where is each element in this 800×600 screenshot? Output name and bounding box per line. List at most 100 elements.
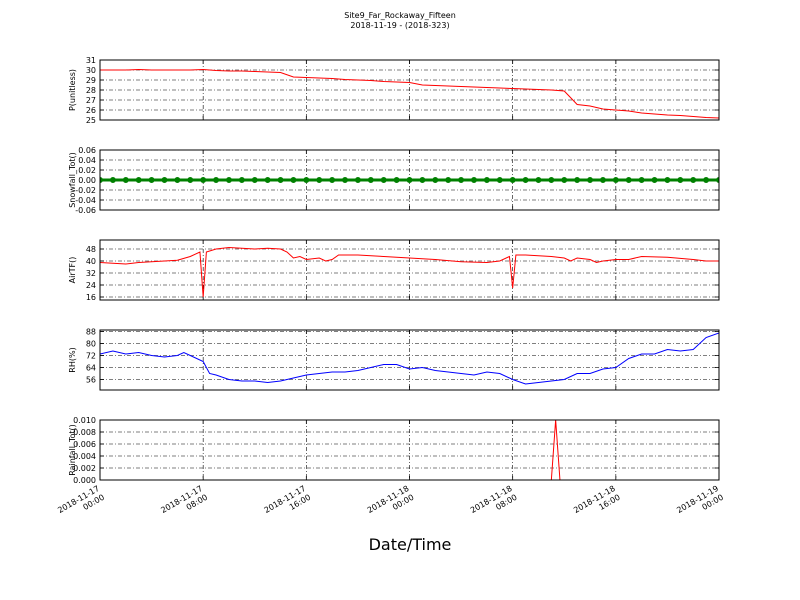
y-tick-label: 0.04 <box>78 156 96 165</box>
data-point <box>109 177 116 183</box>
plot-area <box>100 332 719 385</box>
data-point <box>148 177 155 183</box>
data-point <box>251 177 258 183</box>
data-point <box>406 177 413 183</box>
data-point <box>432 177 439 183</box>
data-point <box>703 177 710 183</box>
figure-title: Site9_Far_Rockaway_Fifteen <box>344 11 456 20</box>
plot-area <box>100 246 719 298</box>
y-axis-label: Rainfall_Tot() <box>68 424 77 476</box>
data-point <box>470 177 477 183</box>
plot-area <box>100 68 719 119</box>
data-point <box>419 177 426 183</box>
y-axis-label: Snowfall_Tot() <box>68 152 77 208</box>
data-point <box>174 177 181 183</box>
y-tick-label: 31 <box>86 56 96 65</box>
data-point <box>367 177 374 183</box>
data-point <box>587 177 594 183</box>
x-axis-label: Date/Time <box>369 535 452 554</box>
y-tick-label: 88 <box>86 328 96 337</box>
y-tick-label: 64 <box>86 364 96 373</box>
data-point <box>135 177 142 183</box>
data-point <box>574 177 581 183</box>
data-point <box>445 177 452 183</box>
y-axis-label: P(unitless) <box>68 69 77 111</box>
data-line <box>100 246 719 298</box>
y-tick-label: 48 <box>86 245 96 254</box>
data-point <box>187 177 194 183</box>
data-point <box>638 177 645 183</box>
data-point <box>458 177 465 183</box>
data-point <box>677 177 684 183</box>
y-tick-label: 27 <box>86 96 96 105</box>
data-point <box>612 177 619 183</box>
y-tick-label: 72 <box>86 352 96 361</box>
data-point <box>354 177 361 183</box>
data-point <box>496 177 503 183</box>
axes-frame <box>99 239 720 301</box>
data-point <box>225 177 232 183</box>
data-point <box>548 177 555 183</box>
figure-subtitle: 2018-11-19 - (2018-323) <box>350 21 449 30</box>
y-tick-label: -0.02 <box>75 186 96 195</box>
data-point <box>290 177 297 183</box>
y-axis-label: AirTF() <box>68 257 77 284</box>
y-tick-label: 26 <box>86 106 96 115</box>
y-tick-label: 28 <box>86 86 96 95</box>
data-point <box>561 177 568 183</box>
axes-frame <box>99 59 720 121</box>
data-point <box>342 177 349 183</box>
y-tick-label: 30 <box>86 66 96 75</box>
data-point <box>522 177 529 183</box>
y-tick-label: 0.02 <box>78 166 96 175</box>
data-point <box>213 177 220 183</box>
data-point <box>625 177 632 183</box>
data-line <box>100 332 719 385</box>
y-tick-label: -0.04 <box>75 196 96 205</box>
plot-area <box>100 177 719 183</box>
data-point <box>329 177 336 183</box>
y-tick-label: 0.006 <box>73 440 96 449</box>
y-tick-label: 40 <box>86 257 96 266</box>
axes-frame <box>99 149 720 211</box>
y-tick-label: 80 <box>86 340 96 349</box>
y-tick-label: 0.008 <box>73 428 96 437</box>
y-tick-label: 0.002 <box>73 464 96 473</box>
data-point <box>277 177 284 183</box>
axes-frame <box>99 329 720 391</box>
y-tick-label: 25 <box>86 116 96 125</box>
data-point <box>483 177 490 183</box>
y-tick-label: 0.00 <box>78 176 96 185</box>
data-point <box>535 177 542 183</box>
data-point <box>303 177 310 183</box>
data-point <box>264 177 271 183</box>
data-point <box>664 177 671 183</box>
data-point <box>161 177 168 183</box>
data-point <box>100 177 103 183</box>
y-tick-label: -0.06 <box>75 206 96 215</box>
y-tick-label: 32 <box>86 269 96 278</box>
data-point <box>200 177 207 183</box>
y-tick-label: 0.06 <box>78 146 96 155</box>
data-line <box>100 68 719 119</box>
y-tick-label: 16 <box>86 293 96 302</box>
data-point <box>716 177 719 183</box>
data-point <box>690 177 697 183</box>
y-tick-label: 24 <box>86 281 96 290</box>
y-tick-label: 0.004 <box>73 452 96 461</box>
data-point <box>122 177 129 183</box>
data-point <box>380 177 387 183</box>
data-point <box>599 177 606 183</box>
y-axis-label: RH(%) <box>68 347 77 372</box>
data-point <box>509 177 516 183</box>
data-point <box>393 177 400 183</box>
y-tick-label: 56 <box>86 376 96 385</box>
data-point <box>238 177 245 183</box>
y-tick-label: 0.000 <box>73 476 96 485</box>
y-tick-label: 29 <box>86 76 96 85</box>
data-point <box>316 177 323 183</box>
y-tick-label: 0.010 <box>73 416 96 425</box>
data-point <box>651 177 658 183</box>
axes-frame <box>99 419 720 481</box>
